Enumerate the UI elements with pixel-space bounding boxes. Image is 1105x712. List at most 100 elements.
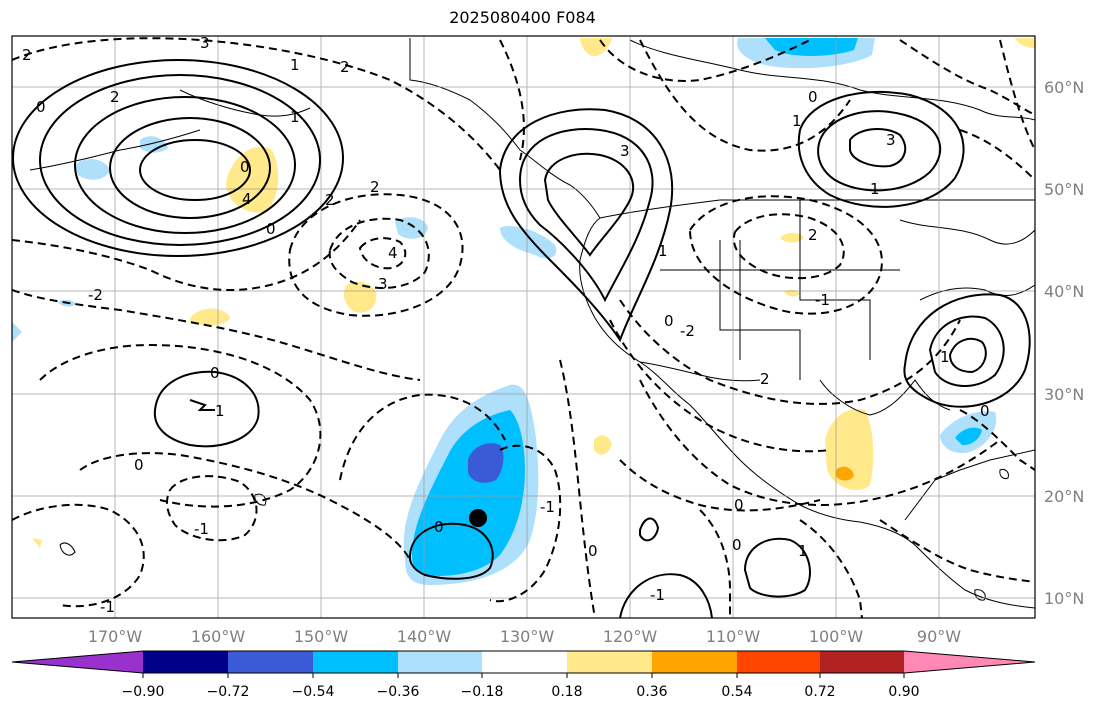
blue-region-pacific-core bbox=[468, 443, 504, 483]
contour-solid bbox=[518, 128, 654, 303]
yellow-region-7 bbox=[580, 38, 612, 57]
contour-dashed bbox=[358, 237, 407, 270]
colorbar-segment bbox=[737, 651, 820, 673]
colorbar-tick-label: −0.18 bbox=[461, 684, 504, 700]
contour-solid bbox=[153, 370, 260, 448]
contour-label: 3 bbox=[378, 275, 388, 293]
colorbar-ticks bbox=[142, 673, 905, 678]
contour-label: -1 bbox=[100, 598, 115, 616]
latitude-labels: 60°N 50°N 40°N 30°N 20°N 10°N bbox=[1044, 78, 1084, 608]
contour-dashed bbox=[39, 343, 322, 508]
contour-label: 2 bbox=[110, 88, 120, 106]
contour-solid bbox=[903, 293, 1031, 408]
longitude-label: 90°W bbox=[917, 627, 961, 646]
contour-label: 2 bbox=[325, 191, 335, 209]
contour-dashed bbox=[79, 452, 411, 561]
colorbar-segment bbox=[482, 651, 567, 673]
contour-solid bbox=[948, 337, 987, 374]
colorbar-segment bbox=[904, 651, 1035, 673]
contour-label: 0 bbox=[134, 456, 144, 474]
contour-label: -2 bbox=[680, 322, 695, 340]
yellow-region-9 bbox=[594, 435, 612, 455]
colorbar-segment bbox=[398, 651, 482, 673]
contour-dashed bbox=[732, 213, 845, 280]
shaded-regions bbox=[12, 38, 1035, 585]
contour-label: -1 bbox=[650, 586, 665, 604]
contour-label: -2 bbox=[88, 286, 103, 304]
latitude-label: 10°N bbox=[1044, 589, 1084, 608]
contour-solid bbox=[189, 399, 215, 411]
colorbar-segment bbox=[143, 651, 228, 673]
contour-label: 1 bbox=[215, 402, 225, 420]
longitude-label: 160°W bbox=[191, 627, 246, 646]
yellow-region-8 bbox=[1015, 38, 1035, 48]
contour-label: 0 bbox=[36, 98, 46, 116]
contour-solid bbox=[408, 522, 494, 580]
contour-dashed bbox=[12, 37, 501, 171]
contour-dashed bbox=[688, 195, 883, 315]
contour-label: 0 bbox=[664, 312, 674, 330]
contour-label: 0 bbox=[980, 402, 990, 420]
colorbar-segment bbox=[228, 651, 313, 673]
contour-label: 0 bbox=[210, 364, 220, 382]
contour-label: 0 bbox=[808, 88, 818, 106]
black-dot-marker bbox=[469, 509, 487, 527]
contour-solid bbox=[817, 110, 942, 192]
contour-dashed bbox=[499, 39, 525, 161]
contour-label: 1 bbox=[290, 56, 300, 74]
colorbar-segment bbox=[820, 651, 904, 673]
longitude-label: 170°W bbox=[88, 627, 143, 646]
contour-label: 1 bbox=[870, 180, 880, 198]
contour-dashed bbox=[639, 39, 851, 152]
contour-label: -1 bbox=[815, 291, 830, 309]
contour-label: 0 bbox=[734, 496, 744, 514]
contour-label: 2 bbox=[370, 178, 380, 196]
contour-label: -1 bbox=[540, 498, 555, 516]
colorbar-segment bbox=[652, 651, 737, 673]
contour-dashed bbox=[619, 459, 821, 512]
contour-dashed bbox=[166, 475, 258, 542]
contour-solid bbox=[619, 573, 713, 618]
contour-solid bbox=[139, 139, 251, 201]
latitude-label: 30°N bbox=[1044, 385, 1084, 404]
contour-dashed bbox=[559, 359, 596, 618]
contour-label: 4 bbox=[242, 190, 252, 208]
contour-dashed bbox=[899, 39, 1035, 116]
contour-solid bbox=[39, 74, 321, 246]
dashed-contours bbox=[12, 37, 1035, 618]
longitude-label: 120°W bbox=[603, 627, 658, 646]
colorbar-tick-label: −0.90 bbox=[122, 684, 165, 700]
contour-label: 1 bbox=[290, 108, 300, 126]
longitude-labels: 170°W 160°W 150°W 140°W 130°W 120°W 110°… bbox=[88, 627, 961, 646]
contour-dashed bbox=[799, 519, 863, 618]
blue-region-2 bbox=[75, 158, 110, 180]
colorbar-tick-label: −0.54 bbox=[292, 684, 335, 700]
contour-solid bbox=[109, 117, 271, 219]
contour-dashed bbox=[879, 519, 1035, 583]
longitude-label: 110°W bbox=[706, 627, 761, 646]
contour-solid bbox=[498, 108, 674, 343]
contour-label: 1 bbox=[658, 242, 668, 260]
contour-solid bbox=[74, 96, 296, 234]
colorbar-segment bbox=[313, 651, 398, 673]
contour-solid bbox=[743, 537, 811, 598]
map-frame bbox=[11, 35, 1036, 619]
contour-dashed bbox=[959, 129, 1035, 181]
blue-region-coast bbox=[500, 225, 557, 259]
contour-dashed bbox=[999, 39, 1035, 151]
contour-dashed bbox=[959, 409, 1035, 471]
contour-dashed bbox=[12, 219, 361, 291]
contour-label: 2 bbox=[808, 226, 818, 244]
contour-label: 3 bbox=[886, 131, 896, 149]
colorbar-tick-label: 0.54 bbox=[721, 684, 752, 700]
contour-label: -1 bbox=[194, 520, 209, 538]
contour-dashed bbox=[699, 509, 731, 618]
yellow-region-5 bbox=[780, 232, 804, 243]
contour-solid bbox=[928, 315, 1005, 388]
latitude-label: 50°N bbox=[1044, 180, 1084, 199]
solid-contours bbox=[12, 59, 1031, 618]
contour-label: 0 bbox=[434, 518, 444, 536]
colorbar-segment bbox=[567, 651, 652, 673]
colorbar-segment bbox=[12, 651, 143, 673]
contour-label: 0 bbox=[266, 220, 276, 238]
